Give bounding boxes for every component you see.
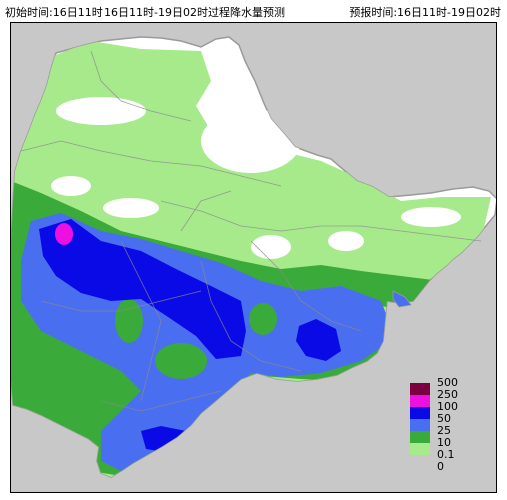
moderate-patch [155, 343, 207, 379]
dry-patch [251, 235, 291, 259]
legend-swatch [410, 443, 430, 455]
init-time-label: 初始时间:16日11时 [5, 6, 103, 19]
legend-label: 25 [437, 424, 451, 437]
map-canvas [11, 23, 496, 492]
legend-label: 500 [437, 376, 458, 389]
precipitation-legend: 500 250 100 50 25 10 0.1 0 [410, 377, 470, 473]
legend-swatch [410, 395, 430, 407]
legend-row: 100 [410, 401, 470, 419]
admin-boundaries [20, 50, 482, 412]
dry-patch [201, 109, 301, 173]
forecast-time-label: 预报时间:16日11时-19日02时 [349, 6, 501, 19]
legend-swatch [410, 419, 430, 431]
extreme-rain-area [55, 223, 73, 245]
legend-swatch [410, 431, 430, 443]
legend-row: 250 [410, 389, 470, 407]
moderate-patch [249, 303, 277, 335]
precipitation-fields [11, 41, 491, 477]
legend-row: 0 [410, 461, 470, 479]
map-title: 16日11时-19日02时过程降水量预测 [104, 6, 285, 19]
legend-row: 500 [410, 377, 470, 395]
legend-row: 10 [410, 437, 470, 455]
legend-label: 50 [437, 412, 451, 425]
dry-patch [51, 176, 91, 196]
dry-patch [401, 207, 461, 227]
moderate-patch [115, 299, 143, 343]
dry-patch [56, 97, 146, 125]
legend-label: 10 [437, 436, 451, 449]
legend-label: 0.1 [437, 448, 455, 461]
legend-label: 250 [437, 388, 458, 401]
moderate-patch [21, 349, 101, 393]
legend-label: 0 [437, 460, 444, 473]
precipitation-map [10, 22, 497, 493]
map-header: 初始时间:16日11时 16日11时-19日02时过程降水量预测 预报时间:16… [0, 0, 507, 22]
legend-row: 0.1 [410, 449, 470, 467]
dry-patch [328, 231, 364, 251]
very-heavy-rain-area [39, 219, 246, 359]
dry-patch [103, 198, 159, 218]
legend-label: 100 [437, 400, 458, 413]
legend-swatch [410, 383, 430, 395]
legend-row: 25 [410, 425, 470, 443]
legend-row: 50 [410, 413, 470, 431]
legend-swatch [410, 407, 430, 419]
very-heavy-rain-area [296, 319, 341, 361]
coastal-feature [392, 290, 412, 308]
